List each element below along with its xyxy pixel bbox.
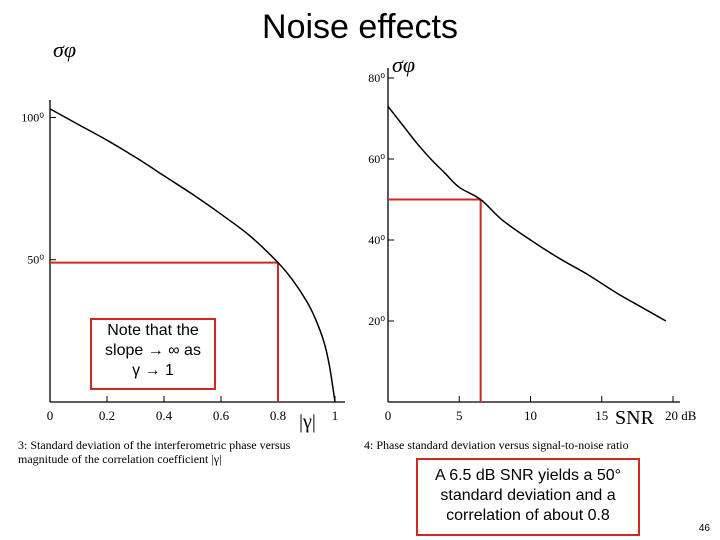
note-box-snr: A 6.5 dB SNR yields a 50° standard devia… xyxy=(416,458,640,536)
left-x-tick-label: 0 xyxy=(47,408,54,423)
left-highlight xyxy=(50,261,279,402)
page-number: 46 xyxy=(698,523,710,534)
right-y-tick-label: 40⁰ xyxy=(368,233,385,247)
note-line: γ → 1 xyxy=(132,362,174,379)
right-x-tick-label: 0 xyxy=(385,408,392,423)
right-x-tick-label: 5 xyxy=(456,408,463,423)
left-ticklabels: 0 0.2 0.4 0.6 0.8 1 50⁰ 100⁰ xyxy=(21,110,338,423)
right-x-tick-label: 20 dB xyxy=(665,408,697,423)
note-line: Note that the xyxy=(107,322,199,339)
right-ticks xyxy=(387,77,674,402)
left-x-tick-label: 0.4 xyxy=(156,408,173,423)
right-highlight xyxy=(388,198,482,402)
note-line: A 6.5 dB SNR yields a 50° xyxy=(434,467,622,484)
right-y-tick-label: 20⁰ xyxy=(368,314,385,328)
right-series-line xyxy=(387,105,667,322)
right-caption-line-1: 4: Phase standard deviation versus signa… xyxy=(364,438,629,452)
slide-title: Noise effects xyxy=(262,8,458,46)
right-x-tick-label: 10 xyxy=(524,408,537,423)
chart-right: 0 5 10 15 20 dB 20⁰ 40⁰ 60⁰ 80⁰ σφ SNR 4: Phase … xyxy=(364,52,697,452)
right-y-tick-label: 80⁰ xyxy=(368,71,385,85)
left-y-tick-label: 100⁰ xyxy=(21,110,44,124)
left-xlabel: |γ| xyxy=(299,411,316,433)
note-line: standard deviation and a xyxy=(440,487,616,504)
note-box-slope: Note that the slope → ∞ as γ → 1 xyxy=(90,318,216,390)
chart-left: 0 0.2 0.4 0.6 0.8 1 50⁰ 100⁰ σφ |γ| 3: Standard… xyxy=(18,37,345,466)
left-series-line xyxy=(49,108,336,403)
right-xlabel: SNR xyxy=(615,407,655,429)
left-x-tick-label: 1 xyxy=(332,408,339,423)
note-line: correlation of about 0.8 xyxy=(446,507,610,524)
right-y-tick-label: 60⁰ xyxy=(368,152,385,166)
left-x-tick-label: 0.8 xyxy=(270,408,286,423)
right-ylabel: σφ xyxy=(392,52,415,77)
left-ylabel: σφ xyxy=(53,37,76,62)
left-caption-line-2: magnitude of the correlation coefficient… xyxy=(18,452,221,466)
left-y-tick-label: 50⁰ xyxy=(27,253,44,267)
right-x-tick-label: 15 xyxy=(595,408,608,423)
note-line: slope → ∞ as xyxy=(105,342,201,359)
left-x-tick-label: 0.2 xyxy=(99,408,115,423)
right-ticklabels: 0 5 10 15 20 dB 20⁰ 40⁰ 60⁰ 80⁰ xyxy=(368,71,697,423)
left-x-tick-label: 0.6 xyxy=(213,408,230,423)
left-caption-line-1: 3: Standard deviation of the interferome… xyxy=(18,438,291,452)
